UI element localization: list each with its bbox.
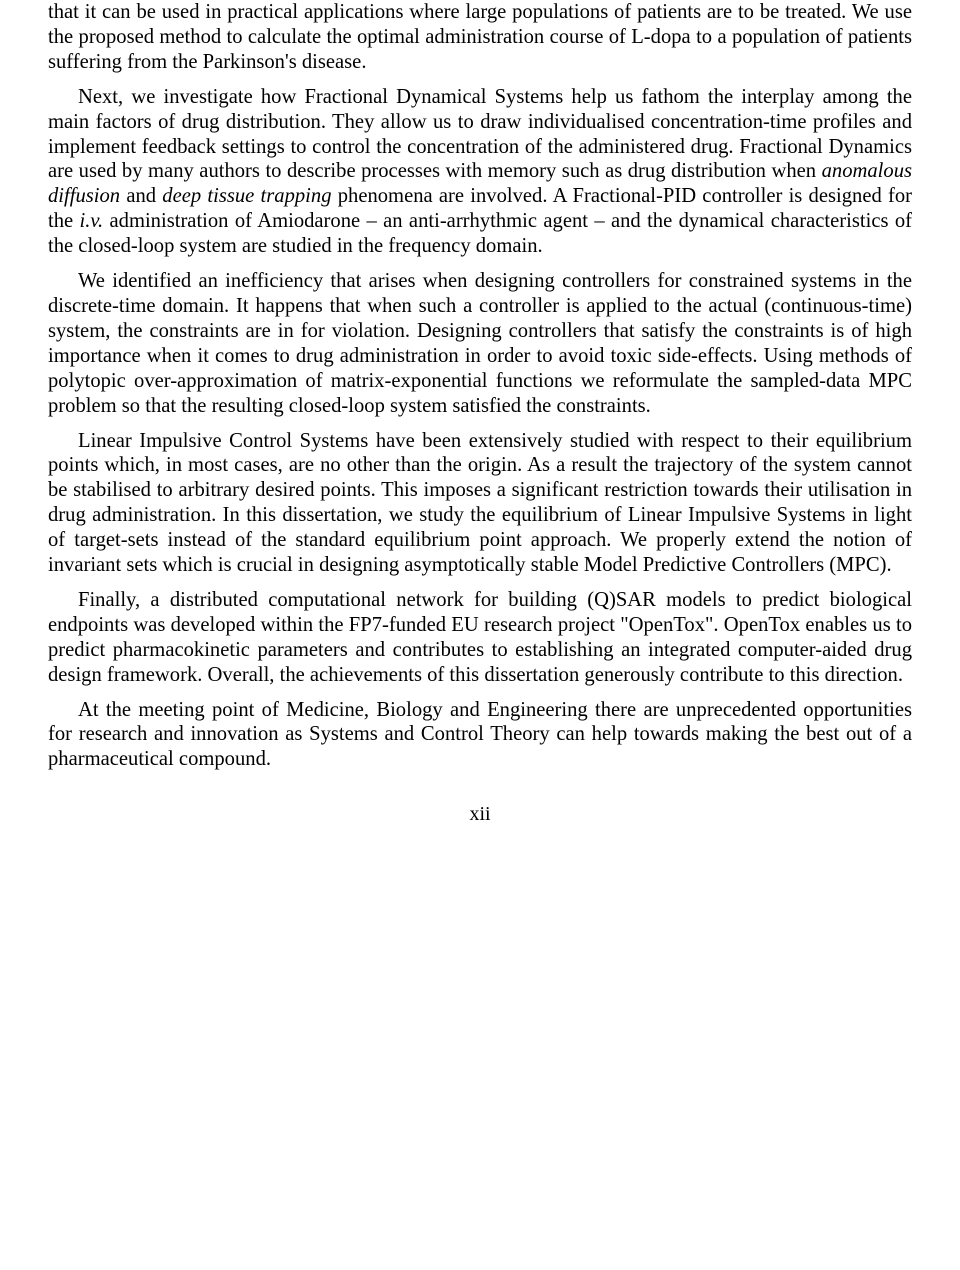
body-text: Next, we investigate how Fractional Dyna… <box>48 86 912 183</box>
paragraph-4: Linear Impulsive Control Systems have be… <box>48 429 912 578</box>
italic-text: i.v. <box>80 210 104 232</box>
body-text: Finally, a distributed computational net… <box>48 589 912 686</box>
body-text: and <box>120 185 162 207</box>
italic-text: deep tissue trapping <box>162 185 331 207</box>
body-text: administration of Amiodarone – an anti-a… <box>48 210 912 257</box>
body-text: We identified an inefficiency that arise… <box>48 270 912 417</box>
body-text: that it can be used in practical applica… <box>48 1 912 73</box>
paragraph-3: We identified an inefficiency that arise… <box>48 269 912 418</box>
body-text: Linear Impulsive Control Systems have be… <box>48 430 912 577</box>
document-content: that it can be used in practical applica… <box>48 0 912 772</box>
page-number: xii <box>48 802 912 826</box>
paragraph-1: that it can be used in practical applica… <box>48 0 912 75</box>
paragraph-6: At the meeting point of Medicine, Biolog… <box>48 698 912 773</box>
paragraph-5: Finally, a distributed computational net… <box>48 588 912 688</box>
paragraph-2: Next, we investigate how Fractional Dyna… <box>48 85 912 259</box>
body-text: At the meeting point of Medicine, Biolog… <box>48 699 912 771</box>
